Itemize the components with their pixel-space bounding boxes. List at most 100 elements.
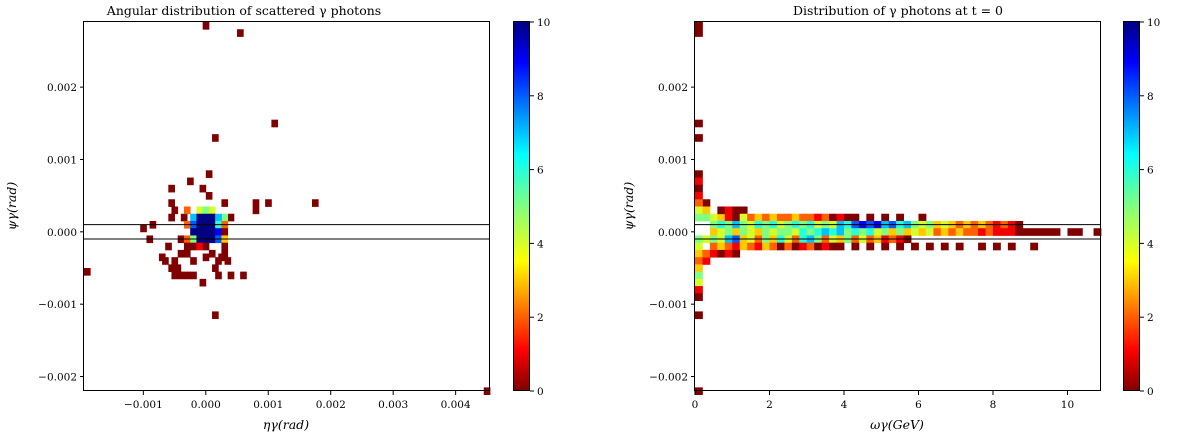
heatmap-cell (695, 199, 703, 207)
heatmap-cell (227, 213, 235, 222)
heatmap-cell (776, 213, 785, 222)
heatmap-cell (709, 242, 718, 251)
heatmap-cell (762, 242, 770, 251)
colorbar-tick-label: 10 (1147, 17, 1160, 29)
heatmap-cell (174, 264, 182, 273)
heatmap-cell (190, 271, 197, 280)
heatmap-cell (171, 271, 179, 280)
heatmap-cell (784, 213, 793, 222)
heatmap-cell (806, 242, 815, 251)
heatmap-cell (199, 278, 207, 287)
heatmap-cell (695, 387, 703, 396)
x-axis-ticks: 0 2 4 6 8 10 (692, 391, 1074, 411)
heatmap-cell (881, 242, 890, 251)
heatmap-cell (702, 199, 711, 207)
heatmap-cell (252, 206, 260, 215)
heatmap-cell (695, 177, 703, 186)
heatmap-cell (843, 228, 852, 236)
heatmap-cell (202, 206, 210, 215)
heatmap-cell (858, 228, 867, 236)
heatmap-cell (695, 192, 703, 200)
heatmap-cell (695, 293, 703, 301)
heatmap-cell (311, 199, 319, 207)
colorbar-energy: 0 2 4 6 8 10 (1123, 17, 1160, 398)
heatmap-cell (215, 228, 222, 236)
heatmap-cell (732, 242, 741, 251)
heatmap-cell (836, 242, 845, 251)
y-tick-label: 0.000 (47, 227, 77, 239)
x-tick-label: 0 (692, 399, 699, 411)
heatmap-cell (183, 242, 191, 251)
heatmap-cell (724, 242, 733, 251)
heatmap-cell (196, 242, 204, 251)
heatmap-cell (187, 177, 194, 186)
heatmap-cell (695, 264, 703, 273)
heatmap-cell (695, 286, 703, 294)
heatmap-cell (829, 242, 837, 251)
heatmap-cell (754, 228, 763, 236)
heatmap-cell (168, 264, 175, 273)
heatmap-cell (724, 206, 733, 215)
heatmap-cell (732, 249, 741, 258)
heatmap-cell (896, 213, 904, 222)
colorbar-tick-label: 4 (1147, 238, 1154, 250)
heatmap-cell (866, 228, 875, 236)
heatmap-cell (911, 228, 919, 236)
heatmap-cell (985, 228, 994, 236)
heatmap-cell (171, 257, 179, 265)
heatmap-cell (1052, 228, 1061, 236)
heatmap-cell (221, 228, 229, 236)
x-tick-label: 0.003 (378, 399, 408, 411)
heatmap-cell (208, 249, 216, 258)
heatmap-cell (190, 257, 197, 265)
x-axis-ticks: −0.001 0.000 0.001 0.002 0.003 0.004 (124, 391, 471, 411)
heatmap-cell (769, 213, 778, 222)
y-tick-label: −0.002 (649, 372, 688, 384)
chart-panel-angular: Angular distribution of scattered γ phot… (4, 3, 491, 432)
heatmap-cell (724, 213, 733, 222)
heatmap-cell (695, 278, 703, 287)
heatmap-cell (240, 271, 247, 280)
heatmap-cell (724, 228, 733, 236)
heatmap-cell (695, 206, 703, 215)
heatmap-cell (821, 242, 830, 251)
chart-panel-energy: Distribution of γ photons at t = 0 0 2 4 6 8… (621, 3, 1102, 432)
heatmap-cell (202, 242, 210, 251)
colorbar-tick-label: 4 (537, 238, 544, 250)
heatmap-cell (776, 228, 785, 236)
heatmap-cell (183, 271, 191, 280)
heatmap-cell (202, 253, 210, 262)
plot-frame (694, 21, 1101, 391)
x-tick-label: 2 (766, 399, 773, 411)
heatmap-cell (836, 213, 845, 222)
plot-frame (83, 21, 490, 391)
heatmap-cell (836, 228, 845, 236)
heatmap-cell (776, 242, 785, 251)
heatmap-cell (695, 184, 703, 193)
heatmap-cell (709, 228, 718, 236)
heatmap-cell (215, 271, 222, 280)
heatmap-cell (814, 242, 823, 251)
y-axis-label: ψγ(rad) (621, 182, 636, 231)
heatmap-cell (695, 213, 703, 222)
y-tick-label: −0.001 (649, 299, 688, 311)
heatmap-cell (829, 228, 837, 236)
heatmap-cell (784, 242, 793, 251)
heatmap-cell (695, 119, 703, 128)
heatmap-cell (903, 228, 912, 236)
chart-title: Angular distribution of scattered γ phot… (106, 3, 381, 18)
colorbar-tick-label: 6 (1147, 165, 1154, 177)
x-tick-label: −0.001 (124, 399, 163, 411)
colorbar-tick-label: 2 (537, 312, 544, 324)
heatmap-cell (177, 271, 185, 280)
y-tick-label: 0.002 (658, 82, 688, 94)
colorbar-gradient (1123, 21, 1140, 391)
heatmap-cell (851, 228, 860, 236)
heatmap-cell (221, 199, 229, 207)
heatmap-cell (754, 242, 763, 251)
heatmap-cell (227, 271, 235, 280)
heatmap-cell (732, 228, 741, 236)
heatmap-cell (717, 206, 726, 215)
x-axis-label: ωγ(GeV) (870, 417, 924, 432)
